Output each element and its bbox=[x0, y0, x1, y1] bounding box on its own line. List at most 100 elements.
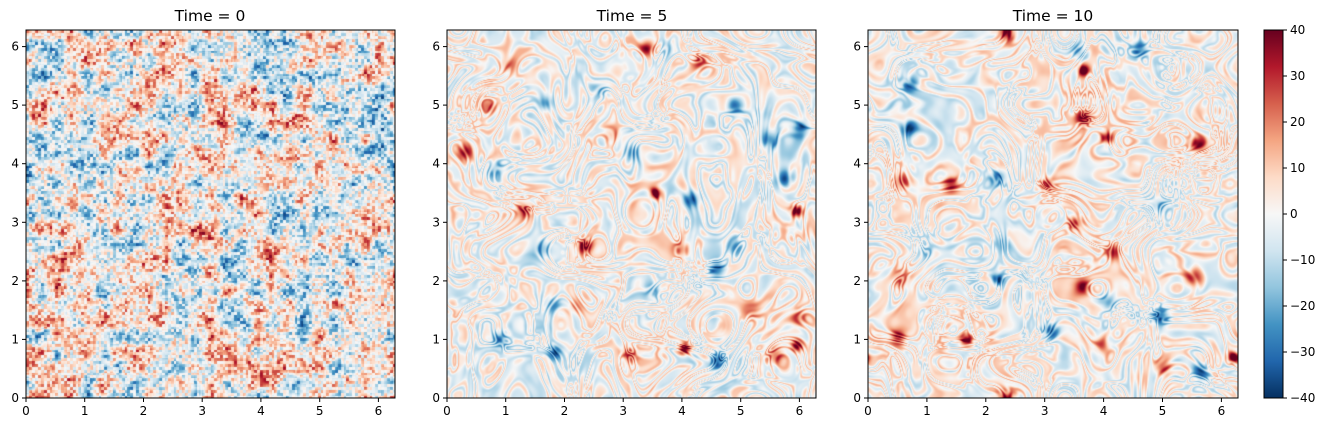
colorbar-tick-label: 10 bbox=[1290, 161, 1305, 175]
y-tick-label: 6 bbox=[432, 40, 440, 54]
panel-time-5: Time = 5 0 1 2 3 4 5 6 0 1 2 3 4 5 6 bbox=[432, 7, 817, 418]
colorbar-tick: −40 bbox=[1283, 391, 1315, 405]
heatmap-canvas bbox=[868, 30, 1238, 398]
x-tick-label: 2 bbox=[140, 404, 148, 418]
y-tick: 2 bbox=[853, 274, 868, 288]
y-tick-label: 5 bbox=[432, 98, 440, 112]
x-tick-label: 6 bbox=[1218, 404, 1226, 418]
y-tick-label: 2 bbox=[853, 274, 861, 288]
colorbar-tick-label: −30 bbox=[1290, 345, 1315, 359]
x-tick: 3 bbox=[1041, 398, 1049, 418]
y-tick-label: 0 bbox=[11, 391, 19, 405]
x-tick: 3 bbox=[198, 398, 206, 418]
x-tick: 3 bbox=[619, 398, 627, 418]
y-tick-label: 3 bbox=[11, 215, 19, 229]
x-tick-label: 0 bbox=[443, 404, 451, 418]
y-tick: 1 bbox=[11, 332, 26, 346]
y-tick: 1 bbox=[853, 332, 868, 346]
y-tick-label: 5 bbox=[853, 98, 861, 112]
colorbar-tick: 30 bbox=[1283, 69, 1305, 83]
x-tick: 2 bbox=[140, 398, 148, 418]
y-tick-label: 0 bbox=[432, 391, 440, 405]
x-tick: 1 bbox=[502, 398, 510, 418]
y-tick: 0 bbox=[432, 391, 447, 405]
y-tick: 6 bbox=[11, 40, 26, 54]
colorbar-tick: −10 bbox=[1283, 253, 1315, 267]
colorbar-tick-label: −10 bbox=[1290, 253, 1315, 267]
colorbar-tick: 10 bbox=[1283, 161, 1305, 175]
heatmap-canvas bbox=[447, 30, 816, 398]
heatmap-canvas bbox=[26, 30, 395, 398]
y-tick-label: 3 bbox=[432, 215, 440, 229]
y-tick: 6 bbox=[432, 40, 447, 54]
y-tick: 5 bbox=[11, 98, 26, 112]
x-axis: 0 1 2 3 4 5 6 bbox=[864, 398, 1225, 418]
x-tick-label: 1 bbox=[923, 404, 931, 418]
x-tick-label: 4 bbox=[678, 404, 686, 418]
colorbar-tick: 20 bbox=[1283, 115, 1305, 129]
panel-title: Time = 0 bbox=[174, 7, 246, 25]
y-axis: 0 1 2 3 4 5 6 bbox=[432, 40, 447, 405]
colorbar-tick: −30 bbox=[1283, 345, 1315, 359]
colorbar-gradient bbox=[1264, 30, 1283, 398]
x-tick-label: 4 bbox=[257, 404, 265, 418]
panel-time-10: Time = 10 0 1 2 3 4 5 6 0 1 2 3 4 5 6 bbox=[853, 7, 1239, 418]
colorbar-tick-label: 0 bbox=[1290, 207, 1298, 221]
x-tick-label: 2 bbox=[561, 404, 569, 418]
x-tick: 4 bbox=[1100, 398, 1108, 418]
x-tick-label: 5 bbox=[316, 404, 324, 418]
y-tick-label: 4 bbox=[432, 157, 440, 171]
x-tick: 1 bbox=[81, 398, 89, 418]
colorbar-tick-label: 20 bbox=[1290, 115, 1305, 129]
x-tick: 0 bbox=[443, 398, 451, 418]
y-axis: 0 1 2 3 4 5 6 bbox=[11, 40, 26, 405]
y-tick-label: 2 bbox=[432, 274, 440, 288]
x-tick: 4 bbox=[678, 398, 686, 418]
y-tick-label: 2 bbox=[11, 274, 19, 288]
panel-title: Time = 5 bbox=[596, 7, 668, 25]
x-tick-label: 3 bbox=[198, 404, 206, 418]
x-tick-label: 6 bbox=[796, 404, 804, 418]
x-tick-label: 3 bbox=[619, 404, 627, 418]
panel-title: Time = 10 bbox=[1012, 7, 1094, 25]
y-tick: 3 bbox=[11, 215, 26, 229]
x-tick: 0 bbox=[22, 398, 30, 418]
x-tick: 5 bbox=[316, 398, 324, 418]
y-tick-label: 1 bbox=[853, 332, 861, 346]
x-tick: 1 bbox=[923, 398, 931, 418]
colorbar-tick-label: 40 bbox=[1290, 23, 1305, 37]
x-tick-label: 0 bbox=[864, 404, 872, 418]
axes-frame bbox=[25, 29, 396, 399]
y-tick-label: 5 bbox=[11, 98, 19, 112]
x-tick-label: 0 bbox=[22, 404, 30, 418]
x-tick-label: 5 bbox=[737, 404, 745, 418]
x-tick: 4 bbox=[257, 398, 265, 418]
x-tick-label: 3 bbox=[1041, 404, 1049, 418]
y-tick-label: 1 bbox=[432, 332, 440, 346]
x-tick: 5 bbox=[1159, 398, 1167, 418]
y-tick-label: 6 bbox=[853, 40, 861, 54]
x-tick: 0 bbox=[864, 398, 872, 418]
axes-frame bbox=[867, 29, 1239, 399]
colorbar-tick-label: 30 bbox=[1290, 69, 1305, 83]
axes-frame bbox=[446, 29, 817, 399]
x-tick-label: 4 bbox=[1100, 404, 1108, 418]
y-tick: 0 bbox=[11, 391, 26, 405]
colorbar-tick-label: −20 bbox=[1290, 299, 1315, 313]
x-tick-label: 5 bbox=[1159, 404, 1167, 418]
y-tick: 6 bbox=[853, 40, 868, 54]
y-tick: 5 bbox=[432, 98, 447, 112]
colorbar-tick: −20 bbox=[1283, 299, 1315, 313]
x-tick: 6 bbox=[375, 398, 382, 418]
colorbar-tick: 0 bbox=[1283, 207, 1298, 221]
colorbar-tick-label: −40 bbox=[1290, 391, 1315, 405]
y-tick: 5 bbox=[853, 98, 868, 112]
y-tick: 4 bbox=[11, 157, 26, 171]
y-tick: 3 bbox=[432, 215, 447, 229]
y-tick: 2 bbox=[432, 274, 447, 288]
y-tick: 2 bbox=[11, 274, 26, 288]
y-axis: 0 1 2 3 4 5 6 bbox=[853, 40, 868, 405]
y-tick: 3 bbox=[853, 215, 868, 229]
x-axis: 0 1 2 3 4 5 6 bbox=[443, 398, 803, 418]
